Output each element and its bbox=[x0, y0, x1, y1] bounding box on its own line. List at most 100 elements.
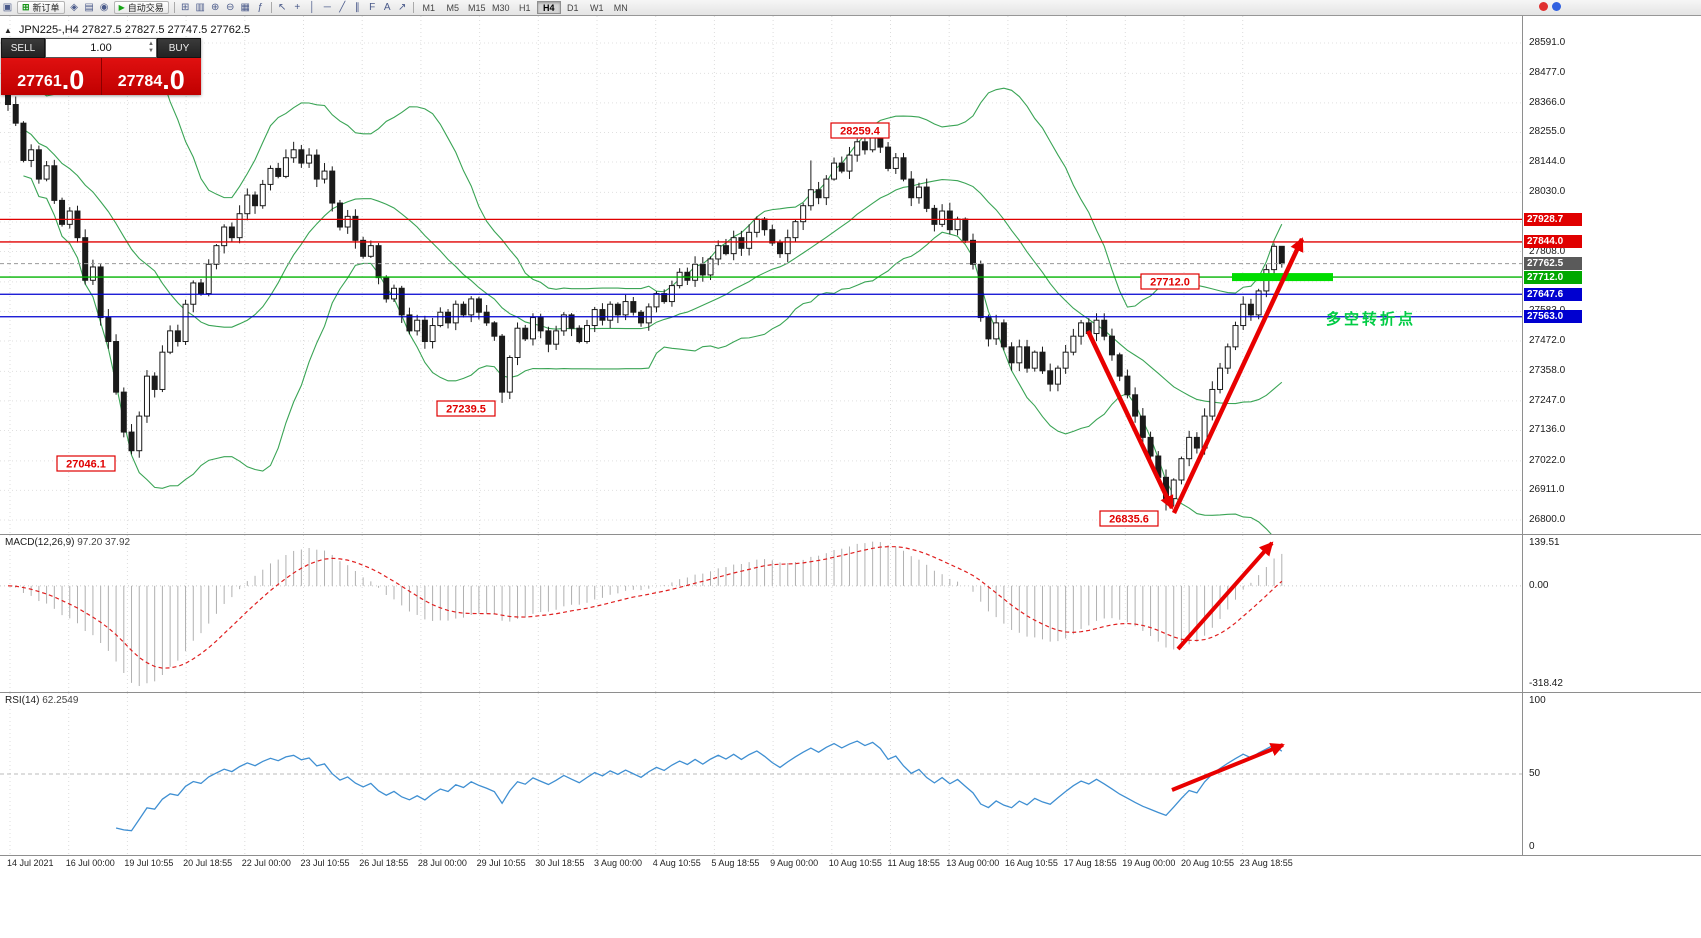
panel-separator bbox=[0, 855, 1701, 856]
price-axis-label: 28366.0 bbox=[1529, 96, 1566, 108]
trendline-icon[interactable]: ╱ bbox=[339, 1, 346, 13]
price-axis-label: 27136.0 bbox=[1529, 424, 1566, 436]
tile-windows-icon[interactable]: ▦ bbox=[240, 1, 250, 13]
tf-m30[interactable]: M30 bbox=[489, 1, 513, 14]
price-axis-label: 28255.0 bbox=[1529, 126, 1566, 138]
panel-separator[interactable] bbox=[0, 534, 1701, 535]
rsi-scale-100: 100 bbox=[1529, 695, 1546, 706]
channel-icon[interactable]: ∥ bbox=[354, 1, 360, 13]
buy-button[interactable]: BUY bbox=[157, 38, 201, 58]
trend-arrow bbox=[1085, 330, 1175, 510]
price-tag: 27762.5 bbox=[1524, 257, 1582, 271]
rsi-scale-0: 0 bbox=[1529, 841, 1535, 852]
price-axis-label: 28477.0 bbox=[1529, 67, 1566, 79]
time-axis-label: 19 Jul 10:55 bbox=[124, 858, 174, 868]
volume-stepper[interactable]: ▲ ▼ bbox=[148, 41, 154, 54]
oneclick-collapse-icon[interactable]: ▲ bbox=[4, 25, 12, 35]
guide-icon[interactable]: ◈ bbox=[70, 1, 78, 13]
cursor-icon[interactable]: ↖ bbox=[278, 1, 287, 13]
price-axis-label: 27022.0 bbox=[1529, 454, 1566, 466]
autotrade-label: 自动交易 bbox=[127, 3, 164, 13]
time-axis-label: 20 Aug 10:55 bbox=[1181, 858, 1235, 868]
rsi-scale-50: 50 bbox=[1529, 768, 1541, 779]
one-click-trading-panel[interactable]: SELL 1.00 ▲ ▼ BUY 27761 .0 27784 .0 bbox=[1, 38, 201, 95]
rsi-panel[interactable] bbox=[0, 693, 1522, 855]
time-axis-label: 29 Jul 10:55 bbox=[476, 858, 526, 868]
tf-w1[interactable]: W1 bbox=[585, 1, 609, 14]
time-axis-label: 11 Aug 18:55 bbox=[887, 858, 940, 868]
time-axis-label: 23 Aug 18:55 bbox=[1239, 858, 1293, 868]
profiles-icon[interactable]: ▥ bbox=[195, 1, 205, 13]
signals-icon[interactable]: ◉ bbox=[99, 1, 109, 13]
trend-arrow bbox=[1171, 237, 1305, 514]
price-axis-label: 28030.0 bbox=[1529, 186, 1566, 198]
arrow-tool-icon[interactable]: ↗ bbox=[398, 1, 407, 13]
time-axis[interactable]: 14 Jul 2021 16 Jul 00:00 19 Jul 10:55 20 Ju… bbox=[0, 857, 1522, 871]
time-axis-label: 26 Jul 18:55 bbox=[359, 858, 409, 868]
indicators-icon[interactable]: ƒ bbox=[257, 1, 264, 13]
tf-h4[interactable]: H4 bbox=[536, 1, 561, 14]
info-blue-dot[interactable] bbox=[1552, 2, 1561, 11]
buy-price[interactable]: 27784 .0 bbox=[100, 58, 201, 95]
charts-icon[interactable]: ▤ bbox=[84, 1, 94, 13]
macd-panel[interactable] bbox=[0, 535, 1522, 692]
fibonacci-icon[interactable]: F bbox=[369, 1, 376, 13]
price-axis-label: 27808.0 bbox=[1529, 245, 1566, 257]
tf-mn[interactable]: MN bbox=[609, 1, 633, 14]
tf-h1[interactable]: H1 bbox=[513, 1, 537, 14]
price-axis-label: 26911.0 bbox=[1529, 484, 1565, 496]
toolbar-separator bbox=[173, 2, 175, 13]
svg-text:26835.6: 26835.6 bbox=[1109, 514, 1149, 526]
price-tag: 27928.7 bbox=[1524, 212, 1582, 226]
vertical-line-icon[interactable]: │ bbox=[309, 1, 316, 13]
crosshair-icon[interactable]: + bbox=[294, 1, 301, 13]
sell-price-dec: .0 bbox=[61, 65, 85, 96]
price-callout: 27046.1 bbox=[56, 455, 116, 472]
time-axis-label: 30 Jul 18:55 bbox=[535, 858, 585, 868]
chart-window[interactable]: 28259.4 27712.0 27239.5 27046.1 26835.6 ▲ JP… bbox=[0, 16, 1701, 938]
price-tag: 27712.0 bbox=[1524, 270, 1582, 284]
price-axis-label: 27247.0 bbox=[1529, 394, 1566, 406]
price-axis-label: 28144.0 bbox=[1529, 156, 1566, 168]
svg-text:27239.5: 27239.5 bbox=[446, 404, 486, 416]
autotrade-button[interactable]: ▶ 自动交易 bbox=[113, 1, 169, 14]
main-chart[interactable]: 28259.4 27712.0 27239.5 27046.1 26835.6 bbox=[0, 16, 1522, 535]
price-callout: 27239.5 bbox=[436, 400, 496, 417]
sell-price[interactable]: 27761 .0 bbox=[1, 58, 101, 95]
rsi-label: RSI(14) 62.2549 bbox=[5, 695, 79, 706]
axis-separator bbox=[1522, 16, 1523, 856]
price-axis-label: 27358.0 bbox=[1529, 365, 1566, 377]
price-callout: 26835.6 bbox=[1099, 510, 1159, 527]
zoom-out-icon[interactable]: ⊖ bbox=[226, 1, 235, 13]
svg-text:28259.4: 28259.4 bbox=[840, 126, 881, 138]
autotrade-play-icon: ▶ bbox=[118, 3, 125, 12]
tf-m15[interactable]: M15 bbox=[465, 1, 489, 14]
time-axis-label: 9 Aug 00:00 bbox=[770, 858, 819, 868]
zoom-in-icon[interactable]: ⊕ bbox=[211, 1, 220, 13]
time-axis-label: 19 Aug 00:00 bbox=[1122, 858, 1176, 868]
volume-value[interactable]: 1.00 bbox=[90, 42, 112, 54]
time-axis-label: 28 Jul 00:00 bbox=[417, 858, 467, 868]
price-callout: 28259.4 bbox=[830, 122, 890, 139]
toolbar-separator bbox=[412, 2, 414, 13]
horizontal-line-icon[interactable]: ─ bbox=[323, 1, 331, 13]
macd-scale-min: -318.42 bbox=[1529, 678, 1563, 689]
new-chart-icon[interactable]: ⊞ bbox=[181, 1, 190, 13]
terminal-icon[interactable]: ▣ bbox=[2, 1, 13, 13]
time-axis-label: 22 Jul 00:00 bbox=[241, 858, 291, 868]
panel-separator[interactable] bbox=[0, 692, 1701, 693]
tf-m1[interactable]: M1 bbox=[417, 1, 441, 14]
tf-m5[interactable]: M5 bbox=[441, 1, 465, 14]
price-axis-label: 27472.0 bbox=[1529, 334, 1566, 346]
tf-d1[interactable]: D1 bbox=[561, 1, 585, 14]
time-axis-label: 3 Aug 00:00 bbox=[594, 858, 643, 868]
alert-red-dot[interactable] bbox=[1539, 2, 1548, 11]
price-axis[interactable]: 28591.0 28477.0 28366.0 28255.0 28144.0 28030… bbox=[1523, 16, 1701, 876]
macd-scale-zero: 0.00 bbox=[1529, 579, 1549, 591]
sell-button[interactable]: SELL bbox=[1, 38, 45, 58]
svg-text:27046.1: 27046.1 bbox=[66, 459, 106, 471]
volume-field[interactable]: 1.00 ▲ ▼ bbox=[45, 38, 157, 58]
time-axis-label: 5 Aug 18:55 bbox=[711, 858, 760, 868]
new-order-button[interactable]: ⊞ 新订单 bbox=[17, 1, 65, 14]
text-icon[interactable]: A bbox=[383, 1, 391, 13]
